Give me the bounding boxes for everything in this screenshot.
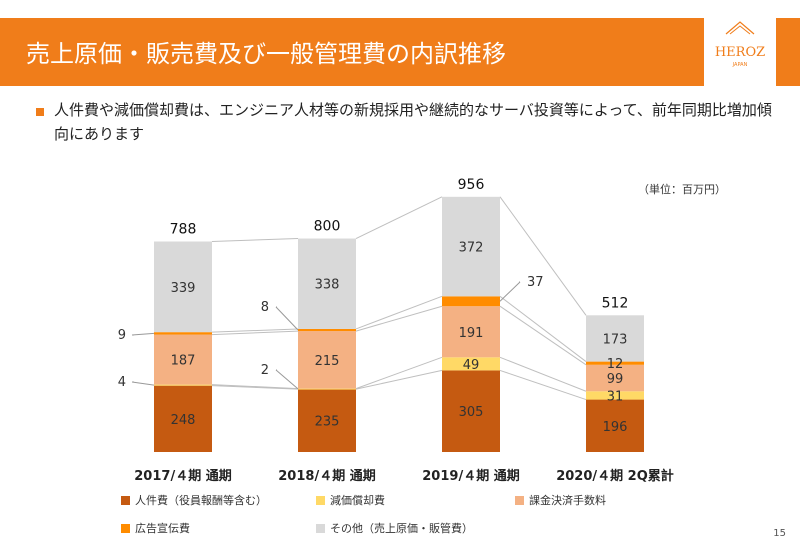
bar-segment: [298, 331, 356, 389]
bar-value-label: 235: [315, 415, 340, 430]
bar-value-label: 339: [171, 281, 196, 296]
bar-value-label: 49: [463, 358, 480, 373]
legend-item: 減価償却費: [316, 492, 385, 508]
category-label: 2018/４期 通期: [278, 468, 375, 484]
bar-segment: [442, 357, 500, 371]
bar-segment: [586, 364, 644, 392]
page-title: 売上原価・販売費及び一般管理費の内訳推移: [26, 40, 506, 68]
legend-label: その他（売上原価・販管費）: [330, 522, 473, 535]
bar-segment: [586, 399, 644, 452]
callout-label: 37: [527, 275, 544, 290]
bar-segment: [586, 391, 644, 400]
bar-segment: [298, 389, 356, 452]
legend-swatch: [121, 523, 130, 533]
bar-segment: [442, 296, 500, 307]
connector-line: [499, 305, 587, 366]
callout-leader: [275, 306, 299, 331]
callout-leader: [131, 332, 155, 336]
bar-total-label: 800: [314, 219, 341, 235]
bar-value-label: 12: [607, 357, 624, 372]
bar-value-label: 338: [315, 278, 340, 293]
legend-item: 広告宣伝費: [121, 520, 190, 536]
legend-label: 人件費（役員報酬等含む）: [135, 494, 267, 507]
summary-text: 人件費や減価償却費は、エンジニア人材等の新規採用や継続的なサーバ投資等によって、…: [54, 101, 772, 143]
callout-leader: [131, 381, 155, 386]
bullet-marker: [36, 108, 44, 116]
connector-line: [211, 385, 299, 390]
bar-value-label: 173: [603, 332, 628, 347]
bar-total-label: 956: [458, 177, 485, 193]
connector-line: [211, 328, 299, 333]
connector-line: [499, 356, 587, 392]
unit-label: （単位：百万円）: [638, 183, 726, 196]
bar-segment: [442, 370, 500, 452]
bar-value-label: 31: [607, 389, 624, 404]
connector-line: [499, 369, 587, 401]
connector-line: [499, 196, 587, 316]
legend-label: 減価償却費: [330, 494, 385, 507]
legend-swatch: [121, 495, 130, 505]
bar-value-label: 372: [459, 241, 484, 256]
bar-value-label: 215: [315, 354, 340, 369]
legend-label: 広告宣伝費: [135, 522, 190, 535]
bar-total-label: 788: [170, 221, 197, 237]
connector-line: [355, 196, 443, 239]
connector-line: [499, 295, 587, 362]
bar-segment: [586, 361, 644, 365]
legend-swatch: [316, 495, 325, 505]
bar-segment: [154, 334, 212, 385]
connector-line: [355, 295, 443, 330]
bar-segment: [154, 332, 212, 335]
callout-leader: [275, 369, 299, 390]
connector-line: [211, 330, 299, 336]
legend-item: 課金決済手数料: [515, 492, 606, 508]
legend-item: 人件費（役員報酬等含む）: [121, 492, 267, 508]
bar-segment: [586, 315, 644, 362]
legend-swatch: [316, 523, 325, 533]
callout-leader: [499, 281, 521, 302]
bar-value-label: 248: [171, 413, 196, 428]
bar-segment: [442, 196, 500, 297]
bar-value-label: 191: [459, 326, 484, 341]
category-label: 2020/４期 2Q累計: [556, 468, 674, 484]
connector-line: [211, 384, 299, 390]
bar-segment: [298, 328, 356, 332]
connector-line: [211, 238, 299, 242]
bar-segment: [298, 388, 356, 390]
bar-value-label: 305: [459, 405, 484, 420]
legend-label: 課金決済手数料: [529, 494, 606, 507]
callout-label: 8: [261, 300, 269, 315]
connector-line: [355, 356, 443, 390]
callout-label: 2: [261, 363, 269, 378]
bar-value-label: 187: [171, 354, 196, 369]
bar-segment: [154, 385, 212, 452]
logo-text: HEROZ: [715, 45, 765, 60]
page-number: 15: [773, 528, 786, 539]
bar-segment: [154, 241, 212, 333]
legend-item: その他（売上原価・販管費）: [316, 520, 473, 536]
bar-segment: [154, 384, 212, 386]
connector-line: [355, 369, 443, 390]
header-bar: 売上原価・販売費及び一般管理費の内訳推移 HEROZ JAPAN: [0, 12, 800, 86]
callout-label: 9: [118, 328, 126, 343]
bar-value-label: 196: [603, 420, 628, 435]
heroz-logo: HEROZ JAPAN: [704, 12, 776, 86]
callout-label: 4: [118, 375, 126, 390]
connector-line: [355, 305, 443, 332]
bar-segment: [298, 238, 356, 329]
category-label: 2017/４期 通期: [134, 468, 231, 484]
logo-subtext: JAPAN: [732, 62, 748, 68]
bar-value-label: 99: [607, 372, 624, 387]
bar-total-label: 512: [602, 295, 629, 311]
legend-swatch: [515, 495, 524, 505]
category-label: 2019/４期 通期: [422, 468, 519, 484]
bar-segment: [442, 306, 500, 358]
